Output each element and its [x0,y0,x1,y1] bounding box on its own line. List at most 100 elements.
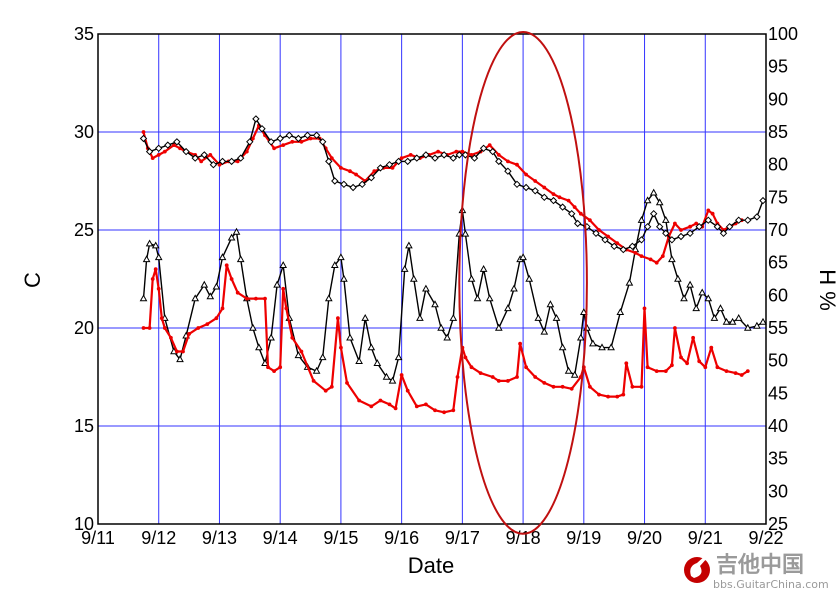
data-point [218,253,227,261]
data-point [606,234,610,239]
data-point [151,241,160,249]
data-point [150,156,155,161]
data-point [178,146,182,151]
data-point [643,196,652,204]
data-point [488,147,497,156]
right-tick-label: 50 [768,351,788,371]
data-point [387,402,392,407]
data-point [199,159,204,164]
data-point [340,274,348,282]
data-point [329,384,334,389]
data-point [329,156,334,161]
data-point [494,323,503,331]
data-point [176,355,184,363]
data-point [273,280,281,288]
data-point [209,160,218,169]
data-point [191,154,199,162]
left-tick-label: 15 [74,416,94,436]
data-point [187,332,192,336]
data-point [218,157,227,166]
right-tick-label: 30 [768,481,788,501]
data-point [610,242,618,251]
data-point [147,326,152,330]
data-point [378,398,383,403]
data-point [533,179,538,183]
data-point [542,185,547,190]
data-point [722,317,731,325]
x-tick-label: 9/14 [263,528,298,548]
data-point [515,162,519,167]
data-point [294,351,303,359]
data-point [312,366,321,374]
data-point [645,365,650,370]
x-tick-label: 9/19 [566,528,601,548]
data-point [249,323,257,331]
data-point [673,326,677,330]
data-point [734,216,743,224]
right-tick-label: 85 [768,122,788,142]
data-point [654,260,659,265]
data-point [141,130,146,134]
data-point [227,157,236,166]
right-tick-label: 35 [768,449,788,469]
data-point [355,357,363,364]
data-point [655,222,664,231]
left-tick-label: 25 [74,220,94,240]
data-point [534,313,543,321]
data-point [519,253,527,261]
data-point [549,196,558,205]
data-point [318,138,327,146]
series-1 [141,123,744,265]
right-tick-label: 80 [768,155,788,175]
data-point [560,384,565,389]
data-point [567,209,576,218]
data-point [403,157,412,166]
data-point [145,239,154,247]
data-point [141,326,146,330]
data-point [607,343,615,351]
data-point [513,180,521,189]
data-point [200,280,209,288]
data-point [495,157,503,166]
left-tick-label: 30 [74,122,94,142]
right-tick-label: 70 [768,220,788,240]
data-point [744,216,752,224]
data-point [686,280,694,288]
data-point [558,343,567,351]
x-tick-label: 9/20 [627,528,662,548]
data-point [369,404,374,409]
data-point [169,335,173,340]
watermark: 吉他中国 bbs.GuitarChina.com [684,552,829,591]
watermark-main-text: 吉他中国 [716,552,804,578]
data-point [324,294,333,302]
data-point [294,134,303,143]
data-point [710,211,715,216]
data-point [303,131,312,140]
data-point [281,286,286,291]
data-point [546,300,555,308]
data-point [348,169,352,174]
series-layer [139,115,767,415]
data-point [479,144,488,153]
right-tick-label: 60 [768,285,788,305]
data-point [318,353,327,361]
right-axis-ticks: 25 30 35 40 45 50 55 60 65 70 75 80 85 90 95 100 [768,24,798,534]
data-point [533,375,538,379]
data-point [156,286,161,291]
data-point [679,228,683,232]
data-point [139,294,148,302]
data-point [753,213,761,221]
data-point [357,398,361,403]
data-point [400,264,409,272]
data-point [393,406,398,411]
data-point [654,369,659,373]
data-point [698,288,707,296]
data-point [244,149,249,154]
data-point [524,365,528,370]
data-point [339,345,343,350]
data-point [572,205,577,210]
data-point [597,228,601,232]
data-point [506,159,510,164]
data-point [470,154,479,162]
data-point [719,229,728,238]
